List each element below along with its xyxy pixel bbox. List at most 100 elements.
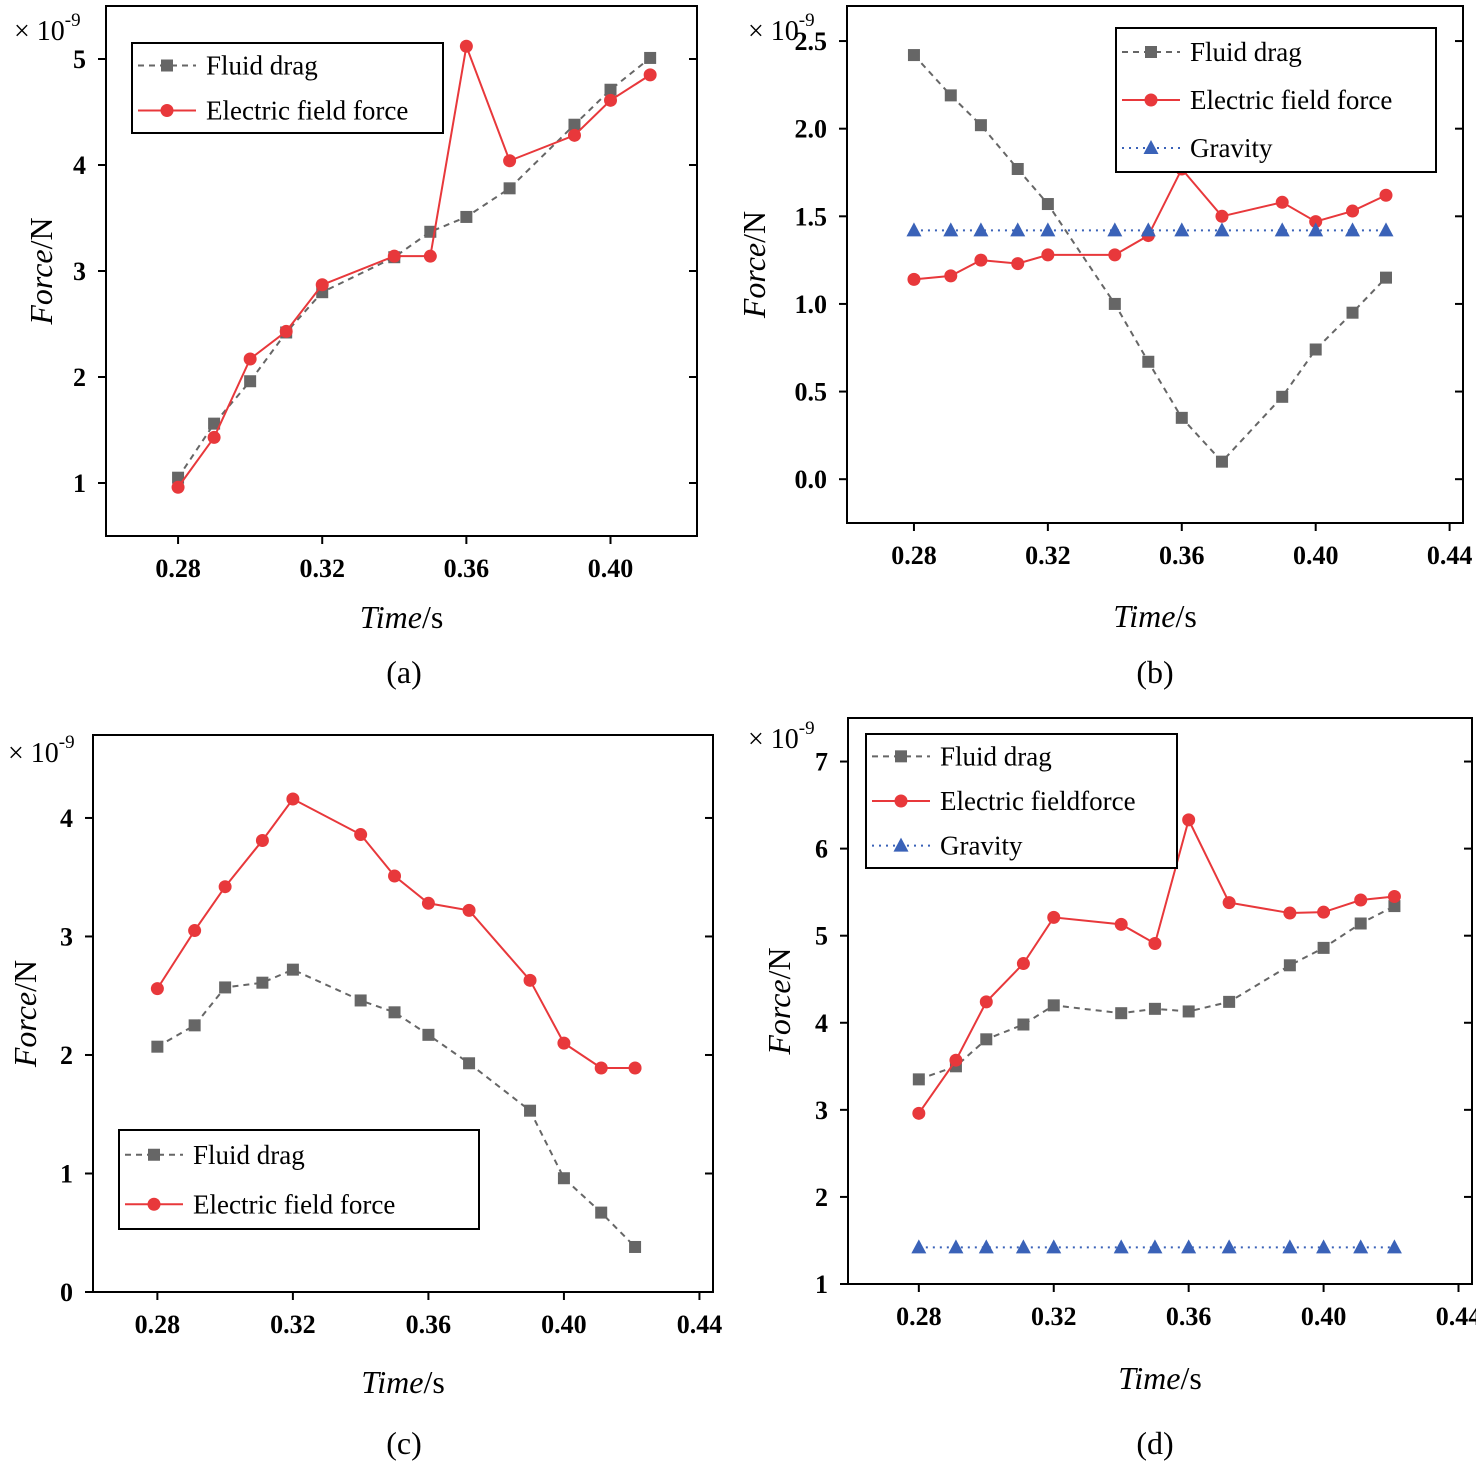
- data-point: [1353, 1239, 1369, 1254]
- series-electric-fieldforce: [912, 813, 1401, 1120]
- y-axis-label-name: Force: [23, 249, 59, 325]
- x-tick-label: 0.40: [541, 1310, 587, 1339]
- data-point: [218, 880, 232, 894]
- panel-caption: (b): [1136, 654, 1173, 690]
- multiplier-base: 10: [771, 16, 799, 47]
- multiplier-prefix: ×: [748, 16, 771, 47]
- data-point: [1047, 910, 1061, 924]
- data-point: [1046, 1239, 1062, 1254]
- legend-marker: [160, 104, 174, 117]
- legend: Fluid drag Electric field force Gravity: [1115, 27, 1437, 173]
- legend-label: Fluid drag: [206, 51, 318, 81]
- y-tick-label: 1: [73, 469, 86, 498]
- x-axis-label-unit: /s: [1175, 598, 1196, 634]
- legend: Fluid drag Electric field force: [118, 1129, 480, 1230]
- data-point: [1309, 215, 1323, 229]
- x-axis-label-unit: /s: [423, 1364, 444, 1400]
- data-point: [286, 792, 300, 806]
- data-point: [503, 182, 516, 195]
- data-point: [1015, 1239, 1031, 1254]
- data-point: [388, 1006, 401, 1019]
- x-tick-label: 0.28: [135, 1310, 181, 1339]
- x-tick-label: 0.32: [1025, 541, 1071, 570]
- data-point: [1308, 222, 1324, 237]
- data-point: [1115, 1007, 1128, 1020]
- legend: Fluid drag Electric fieldforce Gravity: [865, 733, 1178, 869]
- data-point: [1223, 995, 1236, 1008]
- legend-label: Fluid drag: [193, 1140, 305, 1170]
- x-axis-label: Time/s: [360, 599, 444, 635]
- axis-multiplier: × 10-9: [14, 10, 81, 47]
- data-point: [422, 1028, 435, 1041]
- legend-box: [118, 1129, 480, 1230]
- y-tick-label: 1.5: [795, 202, 828, 231]
- x-axis-label-name: Time: [360, 599, 422, 635]
- y-tick-label: 3: [815, 1096, 828, 1125]
- x-axis-label: Time/s: [361, 1364, 445, 1400]
- x-tick-label: 0.36: [406, 1310, 452, 1339]
- data-point: [948, 1239, 964, 1254]
- y-tick-label: 5: [815, 922, 828, 951]
- axis-multiplier: × 10-9: [748, 10, 815, 47]
- multiplier-exponent: -9: [59, 732, 75, 753]
- data-point: [1274, 222, 1290, 237]
- data-point: [944, 269, 958, 283]
- multiplier-base: 10: [31, 738, 59, 769]
- x-tick-label: 0.44: [677, 1310, 723, 1339]
- data-point: [1222, 896, 1236, 910]
- data-point: [973, 222, 989, 237]
- series-gravity: [906, 222, 1394, 237]
- x-axis-label: Time/s: [1113, 598, 1197, 634]
- data-point: [208, 417, 221, 430]
- data-point: [974, 119, 987, 132]
- data-point: [911, 1239, 927, 1254]
- data-point: [594, 1061, 608, 1075]
- data-point: [1378, 222, 1394, 237]
- data-point: [354, 828, 368, 842]
- data-point: [462, 903, 476, 917]
- data-point: [907, 272, 921, 286]
- data-point: [1107, 222, 1123, 237]
- data-point: [244, 375, 257, 388]
- y-tick-label: 2: [73, 363, 86, 392]
- x-axis-label-unit: /s: [422, 599, 443, 635]
- data-point: [460, 210, 473, 223]
- x-axis-label-name: Time: [361, 1364, 423, 1400]
- data-point: [978, 1239, 994, 1254]
- legend-label: Fluid drag: [1190, 37, 1302, 67]
- data-point: [1041, 248, 1055, 262]
- chart-panel-b: 0.28 0.32 0.36 0.40 0.44 0.0 0.5 1.0 1.5 2.0 2.5× …: [736, 5, 1472, 690]
- data-point: [459, 39, 473, 53]
- data-point: [604, 83, 617, 96]
- data-point: [1346, 306, 1359, 319]
- data-point: [1346, 204, 1360, 218]
- legend-box: [131, 42, 444, 134]
- multiplier-base: 10: [37, 16, 65, 47]
- y-tick-label: 0.0: [795, 465, 828, 494]
- axis-multiplier: × 10-9: [748, 718, 815, 755]
- legend-label: Electric field force: [193, 1189, 395, 1219]
- multiplier-exponent: -9: [799, 10, 815, 31]
- x-tick-label: 0.28: [896, 1302, 942, 1331]
- data-point: [557, 1036, 571, 1050]
- legend-label: Fluid drag: [940, 741, 1052, 771]
- panel-caption: (c): [386, 1425, 422, 1461]
- data-point: [1221, 1239, 1237, 1254]
- data-point: [387, 249, 401, 263]
- legend-marker: [1143, 140, 1159, 154]
- data-point: [1386, 1239, 1402, 1254]
- data-point: [595, 1206, 608, 1219]
- legend-marker: [894, 794, 908, 808]
- data-point: [1040, 222, 1056, 237]
- y-axis-label-name: Force: [736, 243, 772, 319]
- y-tick-label: 4: [60, 804, 73, 833]
- data-point: [979, 995, 993, 1009]
- data-point: [188, 1019, 201, 1032]
- y-axis-label-unit: /N: [23, 217, 59, 249]
- data-point: [907, 49, 920, 62]
- x-tick-label: 0.40: [1301, 1302, 1347, 1331]
- data-point: [906, 222, 922, 237]
- series-line: [177, 42, 651, 488]
